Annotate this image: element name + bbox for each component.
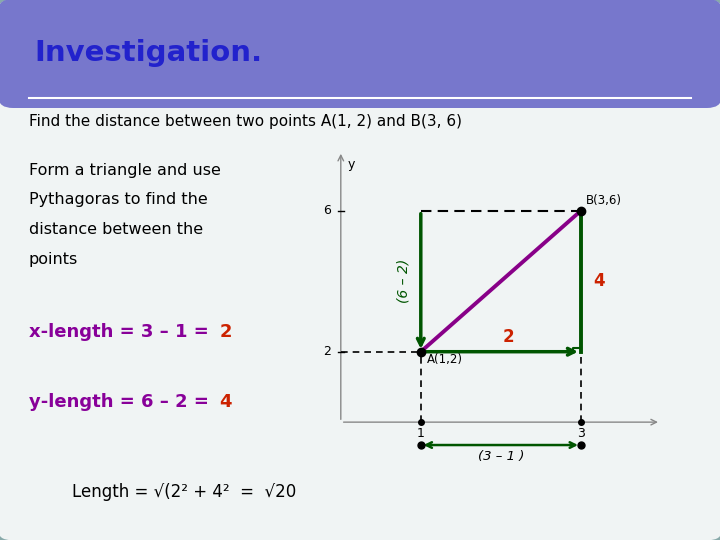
- Text: y-length = 6 – 2 =: y-length = 6 – 2 =: [29, 393, 215, 411]
- FancyBboxPatch shape: [0, 0, 720, 108]
- Text: Length = √(2² + 4²  =  √20: Length = √(2² + 4² = √20: [72, 483, 296, 502]
- Text: points: points: [29, 252, 78, 267]
- Text: A(1,2): A(1,2): [427, 354, 463, 367]
- Text: B(3,6): B(3,6): [585, 194, 621, 207]
- Text: Pythagoras to find the: Pythagoras to find the: [29, 192, 207, 207]
- Text: 4: 4: [220, 393, 232, 411]
- Text: 1: 1: [417, 428, 425, 441]
- Text: 6: 6: [323, 204, 331, 217]
- Text: Find the distance between two points A(1, 2) and B(3, 6): Find the distance between two points A(1…: [29, 114, 462, 129]
- Text: (6 – 2): (6 – 2): [396, 259, 410, 303]
- Text: distance between the: distance between the: [29, 222, 203, 237]
- Text: y: y: [347, 158, 354, 171]
- Text: x-length = 3 – 1 =: x-length = 3 – 1 =: [29, 323, 215, 341]
- Text: (3 – 1 ): (3 – 1 ): [477, 450, 524, 463]
- Text: 3: 3: [577, 428, 585, 441]
- Text: 2: 2: [323, 345, 331, 358]
- Text: Form a triangle and use: Form a triangle and use: [29, 163, 220, 178]
- Text: Investigation.: Investigation.: [35, 39, 263, 67]
- Text: 2: 2: [503, 328, 515, 347]
- Text: 4: 4: [593, 272, 604, 291]
- Text: 2: 2: [220, 323, 232, 341]
